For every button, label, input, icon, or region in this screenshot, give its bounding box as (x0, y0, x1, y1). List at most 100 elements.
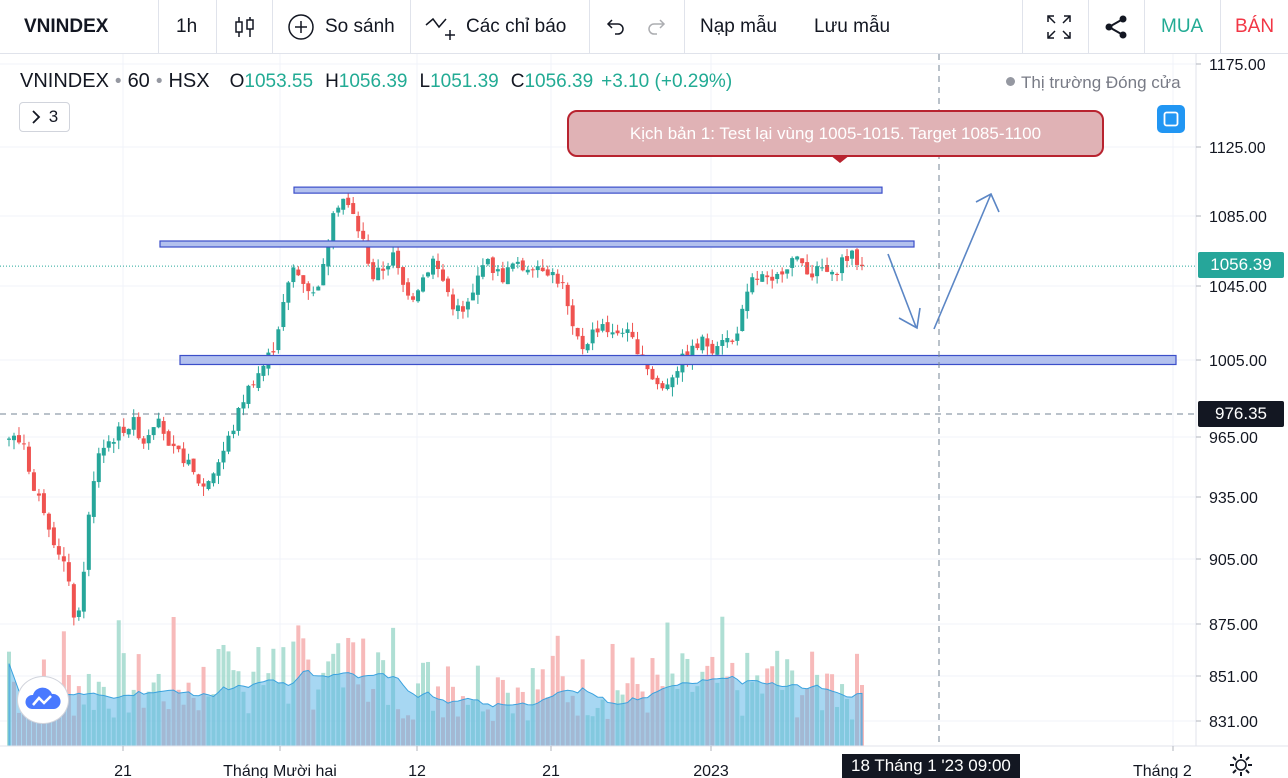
legend-open-key: O (229, 71, 245, 92)
volume-bar (610, 643, 615, 746)
indicators-label: Các chỉ báo (466, 15, 567, 37)
candle-body (705, 338, 710, 347)
indicators-collapse-button[interactable]: 3 (19, 102, 70, 132)
candle-body (431, 258, 436, 275)
candle-body (755, 278, 760, 280)
candle-body (625, 329, 630, 333)
redo-button[interactable] (645, 0, 669, 53)
interval-button[interactable]: 1h (176, 15, 198, 37)
candle-body (246, 385, 251, 404)
tradingview-logo[interactable] (17, 676, 69, 724)
candle-body (316, 286, 321, 291)
candle-body (850, 250, 855, 259)
fullscreen-toggle-button[interactable] (1045, 0, 1073, 53)
price-axis[interactable]: 1175.00 1125.00 1085.00 1045.00 1005.00 965.0… (1195, 54, 1267, 746)
candle-body (560, 282, 565, 284)
legend-high: 1056.39 (338, 71, 408, 92)
scenario-callout-text: Kịch bản 1: Test lại vùng 1005-1015. Tar… (629, 123, 1042, 143)
candle-body (86, 514, 91, 570)
candle-body (600, 324, 605, 331)
time-axis[interactable]: 21 Tháng Mười hai 12 21 2023 Tháng 2 (0, 745, 1288, 778)
toolbar-divider (410, 0, 411, 53)
candle-body (455, 305, 460, 312)
symbol-search-button[interactable]: VNINDEX (24, 15, 109, 37)
scenario-arrow-up (933, 193, 992, 330)
indicators-icon (425, 17, 455, 40)
candle-body (61, 556, 66, 562)
candlestick-series (7, 189, 864, 626)
toolbar-divider (1144, 0, 1145, 53)
candle-body (590, 329, 595, 344)
legend-change: +3.10 (+0.29%) (601, 71, 733, 92)
candle-body (550, 272, 555, 276)
candle-body (545, 269, 550, 276)
candle-body (26, 446, 31, 472)
candle-body (411, 296, 416, 300)
candle-body (615, 330, 620, 334)
candle-body (51, 527, 56, 546)
candle-body (485, 258, 490, 265)
candle-body (116, 426, 121, 441)
price-tick-label: 851.00 (1209, 669, 1258, 686)
legend-high-key: H (325, 71, 339, 92)
save-template-button[interactable]: Lưu mẫu (814, 15, 891, 37)
candle-body (21, 443, 26, 445)
candle-body (620, 332, 625, 334)
candle-body (580, 335, 585, 350)
candle-body (465, 301, 470, 310)
undo-button[interactable] (603, 0, 627, 53)
candle-body (401, 267, 406, 285)
candle-body (540, 267, 545, 272)
candle-body (535, 266, 540, 271)
toolbar-divider (1088, 0, 1089, 53)
indicators-button[interactable]: Các chỉ báo (424, 0, 566, 53)
candle-body (281, 302, 286, 328)
candle-body (610, 332, 615, 335)
candle-body (690, 345, 695, 363)
cloud-chart-icon (25, 687, 61, 709)
candle-body (565, 284, 570, 307)
chart-type-button[interactable] (232, 0, 258, 53)
legend-separator: • (155, 71, 163, 92)
candle-body (226, 435, 231, 452)
share-button[interactable] (1103, 0, 1129, 53)
candle-body (810, 273, 815, 278)
price-chart[interactable]: 1175.00 1125.00 1085.00 1045.00 1005.00 965.0… (0, 54, 1288, 778)
candle-body (445, 278, 450, 293)
buy-button[interactable]: MUA (1161, 15, 1204, 37)
price-tick-label: 1175.00 (1209, 57, 1266, 74)
candle-body (750, 277, 755, 293)
candle-body (361, 230, 366, 239)
candle-body (161, 421, 166, 434)
candle-body (256, 373, 261, 388)
candle-body (790, 258, 795, 268)
candle-body (251, 384, 256, 386)
chart-grid (0, 54, 1196, 746)
scenario-callout[interactable]: Kịch bản 1: Test lại vùng 1005-1015. Tar… (567, 110, 1104, 157)
market-status-label: Thị trường Đóng cửa (1021, 73, 1181, 92)
compare-button[interactable]: So sánh (287, 0, 395, 53)
undo-icon (606, 18, 624, 35)
sell-button[interactable]: BÁN (1235, 15, 1275, 37)
candle-body (211, 473, 216, 484)
candle-body (376, 267, 381, 281)
candle-body (336, 207, 341, 213)
toolbar-divider (684, 0, 685, 53)
candle-body (435, 260, 440, 269)
crosshair-price-badge: 976.35 (1198, 401, 1284, 427)
status-dot-icon (1006, 77, 1015, 86)
candle-body (775, 273, 780, 280)
candle-body (381, 268, 386, 271)
candle-body (480, 265, 485, 277)
candle-body (216, 462, 221, 476)
candle-body (825, 264, 830, 272)
maximize-chart-button[interactable] (1157, 105, 1185, 133)
load-template-button[interactable]: Nạp mẫu (700, 15, 778, 37)
candle-body (805, 262, 810, 275)
candle-body (406, 282, 411, 296)
candle-body (181, 448, 186, 464)
candle-body (475, 275, 480, 295)
candle-body (196, 474, 201, 484)
candle-body (276, 329, 281, 351)
settings-gear-icon[interactable] (1229, 753, 1253, 777)
